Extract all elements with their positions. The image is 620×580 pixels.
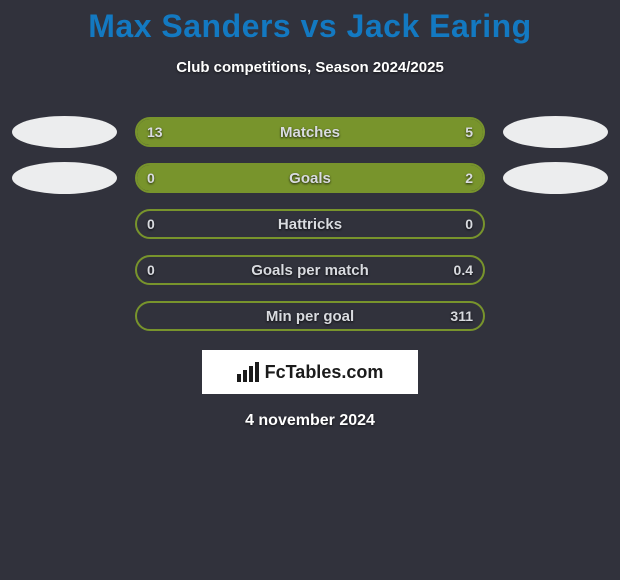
metric-label: Matches xyxy=(137,124,483,141)
stat-bar: 02Goals xyxy=(135,163,485,193)
comparison-rows: 135Matches 02Goals 00Hattricks 00.4Goals pe… xyxy=(0,116,620,332)
comparison-row: 311Min per goal xyxy=(0,300,620,332)
logo-box: FcTables.com xyxy=(202,350,418,394)
comparison-row: 135Matches xyxy=(0,116,620,148)
comparison-row: 00.4Goals per match xyxy=(0,254,620,286)
bars-icon xyxy=(237,362,261,382)
stat-bar: 311Min per goal xyxy=(135,301,485,331)
player-marker-right xyxy=(503,162,608,194)
logo-text: FcTables.com xyxy=(265,362,384,383)
player-marker-left xyxy=(12,116,117,148)
player-marker-left xyxy=(12,162,117,194)
player-marker-right xyxy=(503,116,608,148)
metric-label: Goals xyxy=(137,170,483,187)
page-title: Max Sanders vs Jack Earing xyxy=(0,0,620,45)
metric-label: Goals per match xyxy=(137,262,483,279)
metric-label: Min per goal xyxy=(137,308,483,325)
comparison-row: 00Hattricks xyxy=(0,208,620,240)
stat-bar: 00Hattricks xyxy=(135,209,485,239)
stat-bar: 00.4Goals per match xyxy=(135,255,485,285)
date-label: 4 november 2024 xyxy=(0,412,620,430)
comparison-row: 02Goals xyxy=(0,162,620,194)
metric-label: Hattricks xyxy=(137,216,483,233)
subtitle: Club competitions, Season 2024/2025 xyxy=(0,59,620,76)
stat-bar: 135Matches xyxy=(135,117,485,147)
